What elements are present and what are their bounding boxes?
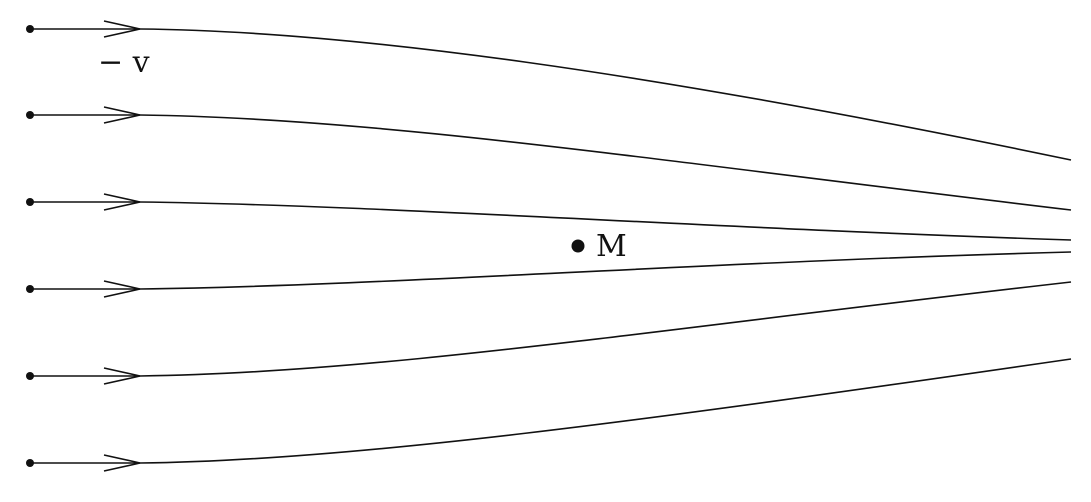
trajectory-1	[26, 20, 1072, 161]
trajectory-5-curve	[139, 281, 1072, 377]
trajectory-3	[26, 193, 1072, 241]
trajectory-4-curve	[139, 251, 1072, 290]
trajectory-2-curve	[139, 114, 1072, 211]
trajectory-5	[26, 281, 1072, 385]
trajectory-6-curve	[139, 358, 1072, 464]
mass-label: M	[596, 229, 627, 264]
mass-point	[571, 239, 585, 253]
trajectory-1-curve	[139, 28, 1072, 161]
velocity-label: − v	[98, 45, 150, 80]
trajectory-6	[26, 358, 1072, 472]
trajectory-2	[26, 106, 1072, 211]
trajectory-4	[26, 251, 1072, 298]
trajectory-3-curve	[139, 201, 1072, 241]
